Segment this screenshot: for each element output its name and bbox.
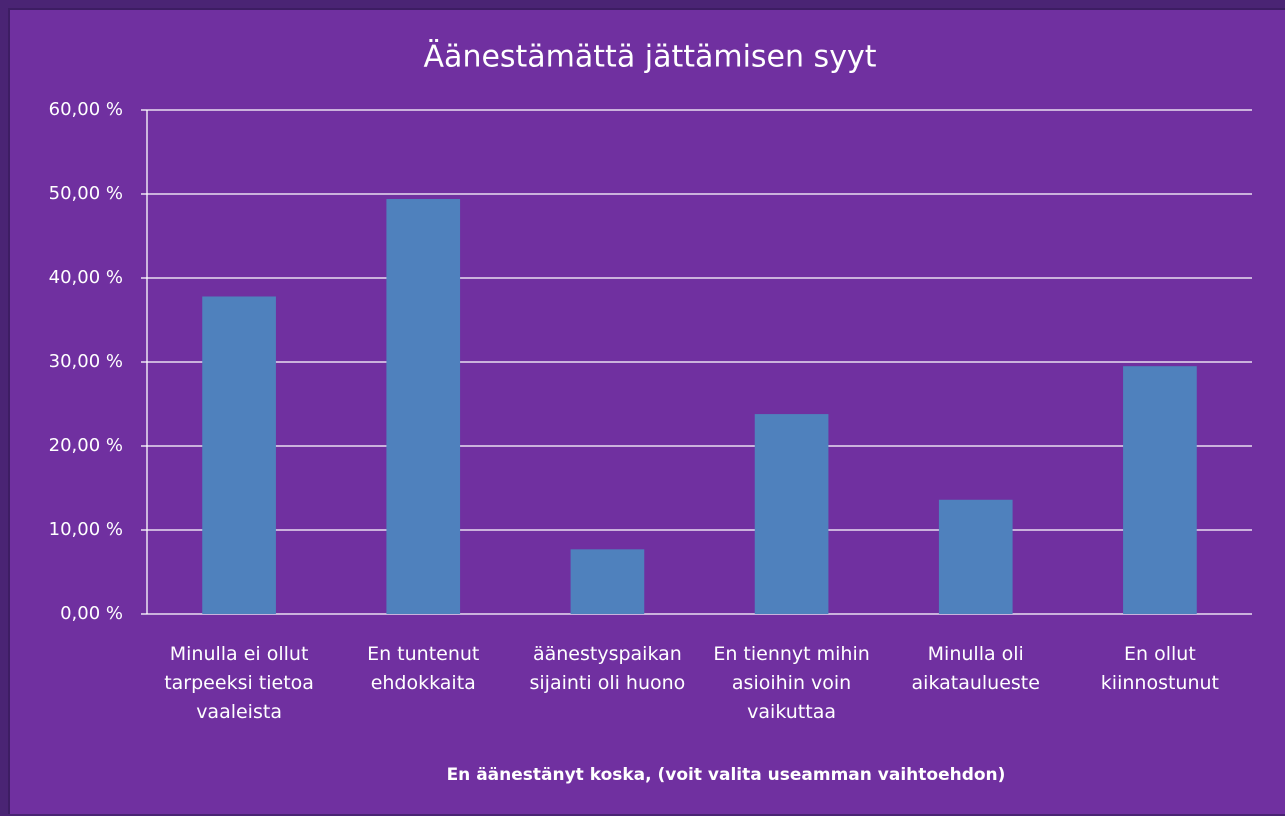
bar	[570, 549, 645, 614]
y-tick-label: 0,00 %	[60, 603, 123, 624]
bar	[754, 414, 829, 614]
x-tick-label: Minulla ei ollut tarpeeksi tietoa vaalei…	[164, 643, 314, 723]
bar	[386, 199, 461, 615]
y-tick-label: 20,00 %	[49, 435, 123, 456]
chart: Äänestämättä jättämisen syyt En äänestän…	[49, 39, 1252, 785]
y-tick-label: 10,00 %	[49, 519, 123, 540]
x-tick-label: Minulla oli aikataulueste	[911, 643, 1040, 694]
x-tick-label: En tiennyt mihin asioihin voin vaikuttaa	[713, 643, 870, 723]
y-tick-label: 60,00 %	[49, 99, 123, 120]
y-tick-label: 40,00 %	[49, 267, 123, 288]
bar	[938, 499, 1013, 614]
x-tick-label: En tuntenut ehdokkaita	[367, 643, 480, 694]
x-axis-title: En äänestänyt koska, (voit valita useamm…	[447, 765, 1006, 785]
bar	[202, 296, 276, 614]
x-tick-label: En ollut kiinnostunut	[1100, 643, 1219, 694]
bar	[1123, 366, 1197, 614]
chart-area: Äänestämättä jättämisen syyt En äänestän…	[8, 8, 1285, 814]
y-tick-label: 50,00 %	[49, 183, 123, 204]
chart-title: Äänestämättä jättämisen syyt	[424, 39, 877, 75]
y-tick-label: 30,00 %	[49, 351, 123, 372]
x-tick-label: äänestyspaikan sijainti oli huono	[529, 643, 686, 694]
